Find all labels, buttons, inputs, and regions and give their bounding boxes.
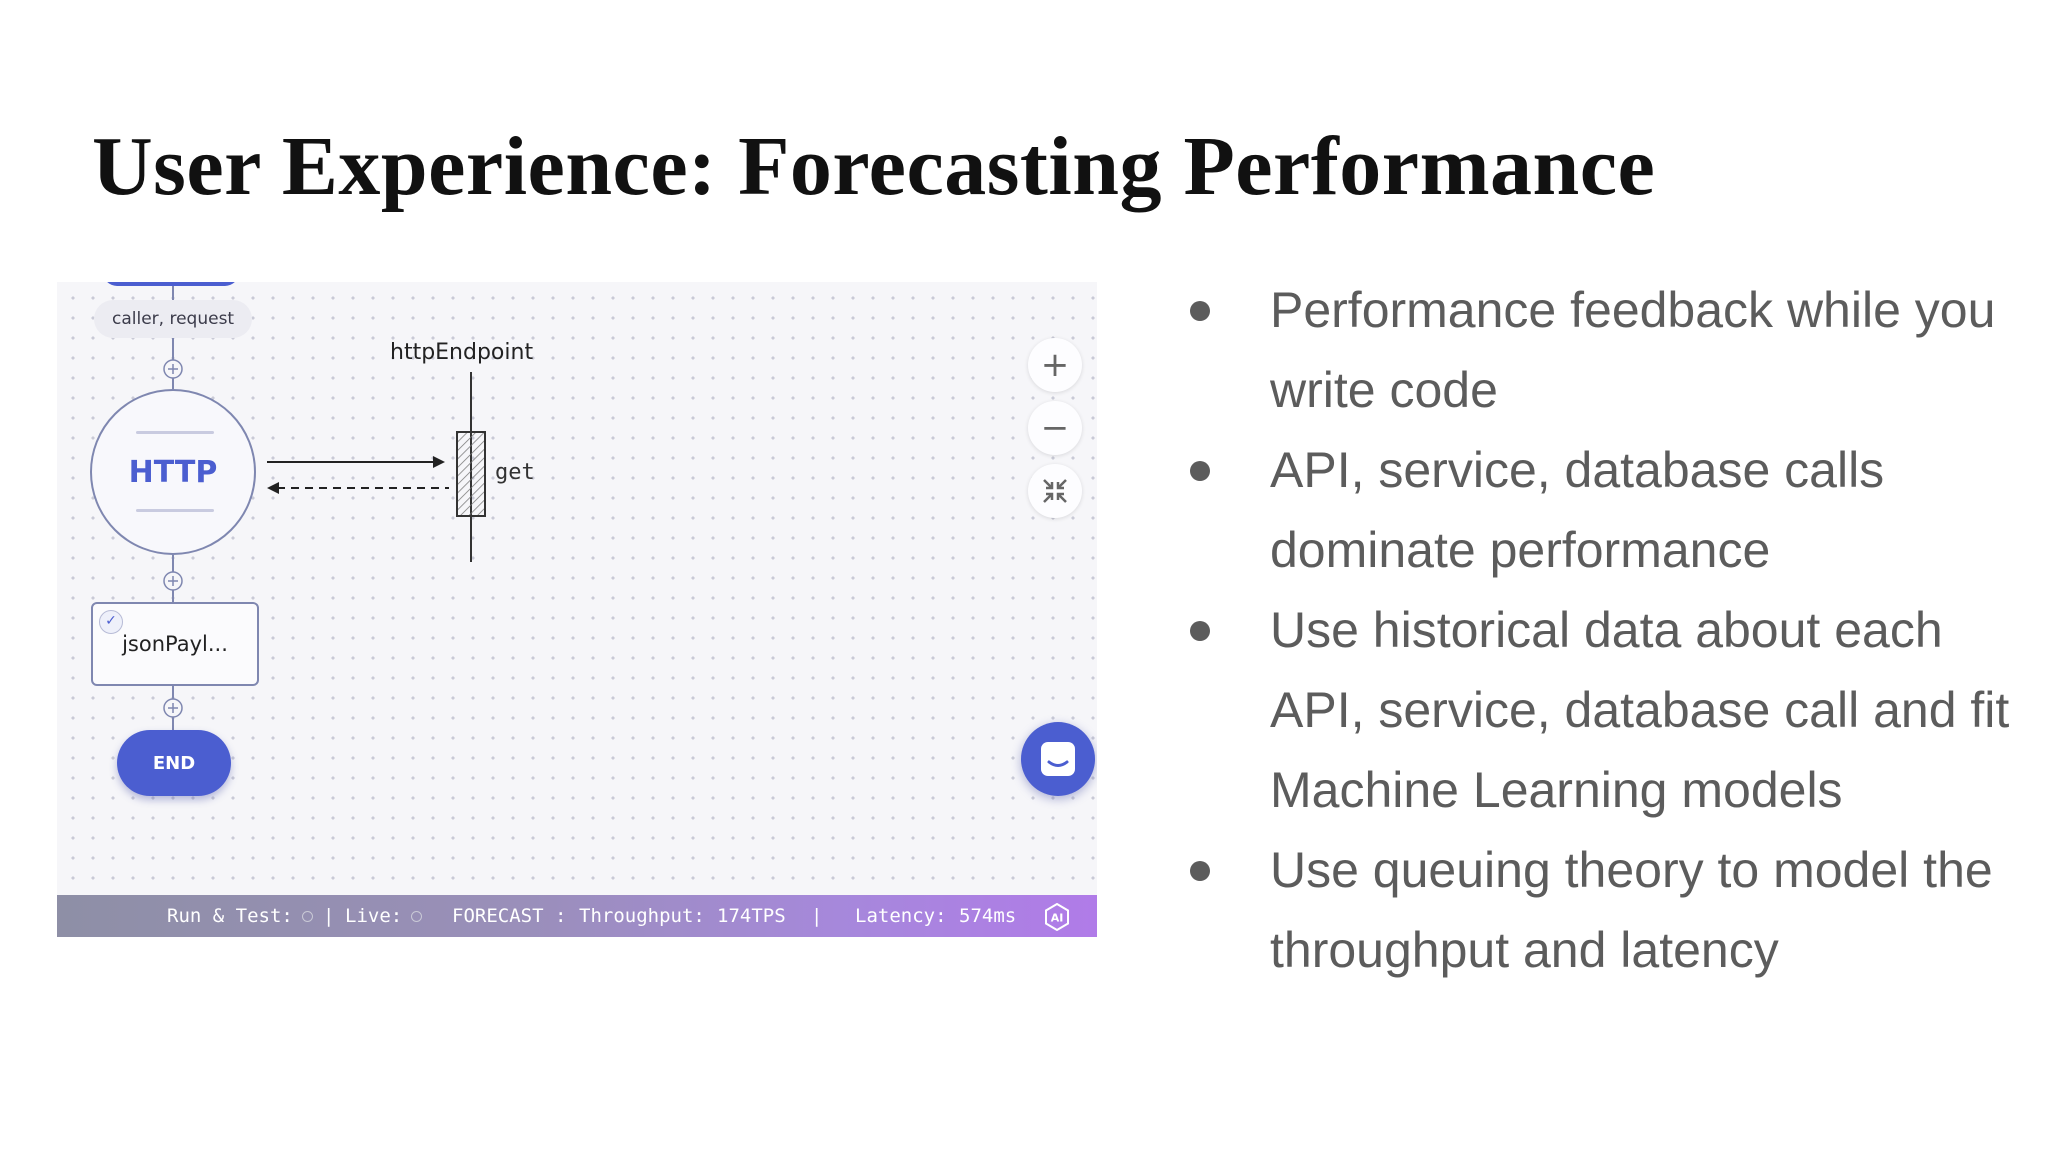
previous-node-edge — [103, 282, 239, 286]
ai-badge-label: AI — [1051, 912, 1064, 925]
bullet-item: Performance feedback while you write cod… — [1188, 270, 2028, 430]
endpoint-activation-bar — [456, 431, 486, 517]
json-payload-node[interactable]: ✓ jsonPayl... — [91, 602, 259, 686]
status-bar: Run & Test: | Live: FORECAST : Throughpu… — [57, 895, 1097, 937]
endpoint-action: get — [495, 460, 535, 485]
throughput-value: 174TPS — [717, 905, 786, 927]
live-label: Live: — [345, 905, 403, 927]
bullet-item: API, service, database calls dominate pe… — [1188, 430, 2028, 590]
http-node-label: HTTP — [128, 454, 218, 490]
run-test-toggle[interactable] — [302, 895, 313, 937]
add-step-icon[interactable] — [163, 359, 183, 379]
zoom-out-button[interactable]: − — [1028, 401, 1082, 455]
bullet-list: Performance feedback while you write cod… — [1188, 270, 2028, 990]
run-test-label: Run & Test: — [167, 905, 293, 927]
status-separator: | — [811, 905, 823, 927]
chat-bubble-icon — [1041, 742, 1075, 776]
latency-value: 574ms — [959, 905, 1017, 927]
zoom-in-button[interactable]: + — [1028, 338, 1082, 392]
endpoint-name: httpEndpoint — [390, 340, 534, 365]
bullet-item: Use historical data about each API, serv… — [1188, 590, 2028, 830]
parameters-chip: caller, request — [94, 300, 253, 338]
check-icon: ✓ — [99, 610, 123, 634]
throughput-label: Throughput: — [579, 905, 705, 927]
add-step-icon[interactable] — [163, 698, 183, 718]
http-start-node[interactable]: HTTP — [90, 389, 256, 555]
ai-badge-icon[interactable]: AI — [1043, 903, 1071, 931]
fit-view-button[interactable] — [1028, 464, 1082, 518]
chat-button[interactable] — [1021, 722, 1095, 796]
bullet-item: Use queuing theory to model the throughp… — [1188, 830, 2028, 990]
flow-connectors — [163, 282, 486, 730]
payload-node-label: jsonPayl... — [122, 632, 228, 656]
add-step-icon[interactable] — [163, 571, 183, 591]
end-node[interactable]: END — [117, 730, 231, 796]
live-toggle[interactable] — [411, 895, 422, 937]
compress-arrows-icon — [1043, 479, 1067, 503]
forecast-label: FORECAST — [452, 905, 544, 927]
status-separator: | — [323, 905, 335, 927]
latency-label: Latency: — [855, 905, 947, 927]
flow-designer-screenshot: caller, request HTTP httpEndpoint get ✓ … — [57, 282, 1097, 937]
slide-title: User Experience: Forecasting Performance — [92, 120, 1656, 213]
